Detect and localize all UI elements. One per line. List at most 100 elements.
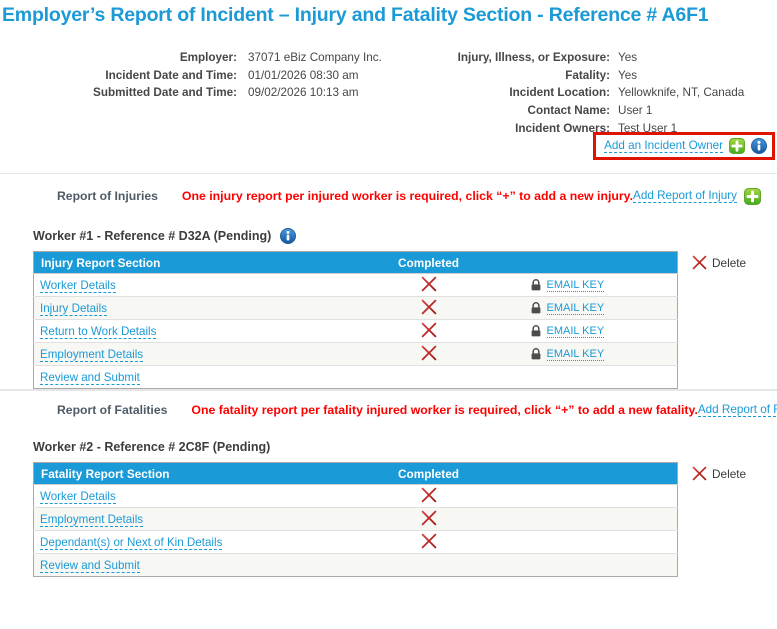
table-row: Worker Details bbox=[33, 484, 678, 508]
incident-datetime-label: Incident Date and Time: bbox=[105, 68, 237, 82]
not-completed-x-icon bbox=[420, 298, 437, 315]
fatality-employment-details-link[interactable]: Employment Details bbox=[40, 512, 144, 527]
not-completed-x-icon bbox=[420, 486, 437, 503]
table-row: Employment Details bbox=[33, 507, 678, 531]
fatalities-section-title: Report of Fatalities bbox=[57, 403, 168, 417]
worker-2-heading-text: Worker #2 - Reference # 2C8F (Pending) bbox=[33, 439, 271, 454]
injury-illness-value: Yes bbox=[618, 51, 638, 65]
table-row: Review and Submit bbox=[33, 365, 678, 389]
incident-summary: Employer: 37071 eBiz Company Inc. Incide… bbox=[0, 47, 777, 173]
injury-completed-column-header: Completed bbox=[333, 251, 524, 274]
fatality-label: Fatality: bbox=[565, 68, 610, 82]
fatality-completed-column-header: Completed bbox=[333, 462, 524, 485]
email-key-link[interactable]: EMAIL KEY bbox=[546, 347, 605, 361]
fatalities-section-header: Report of Fatalities One fatality report… bbox=[57, 400, 777, 420]
employment-details-link[interactable]: Employment Details bbox=[40, 347, 144, 362]
contact-name-label: Contact Name: bbox=[527, 104, 610, 118]
add-report-of-fatality-link[interactable]: Add Report of Fatality bbox=[697, 403, 777, 417]
email-key-link[interactable]: EMAIL KEY bbox=[546, 301, 605, 315]
add-incident-owner-highlight-box: Add an Incident Owner bbox=[593, 132, 775, 160]
injury-section-column-header: Injury Report Section bbox=[33, 251, 334, 274]
table-row: Worker Details EMAIL KEY bbox=[33, 273, 678, 297]
injury-extra-column-header bbox=[523, 251, 678, 274]
injury-illness-row: Injury, Illness, or Exposure: Yes bbox=[0, 49, 777, 67]
submitted-datetime-label: Submitted Date and Time: bbox=[93, 86, 237, 100]
fatality-table-block: Fatality Report Section Completed Worker… bbox=[33, 462, 777, 577]
delete-injury-label: Delete bbox=[712, 255, 747, 270]
incident-location-value: Yellowknife, NT, Canada bbox=[618, 86, 745, 100]
worker-details-link[interactable]: Worker Details bbox=[40, 278, 116, 293]
worker-1-heading: Worker #1 - Reference # D32A (Pending) bbox=[33, 227, 777, 244]
not-completed-x-icon bbox=[420, 321, 437, 338]
add-injury-plus-icon[interactable] bbox=[743, 187, 761, 205]
review-and-submit-link[interactable]: Review and Submit bbox=[40, 370, 140, 385]
lock-icon bbox=[531, 348, 540, 360]
page-title: Employer’s Report of Incident – Injury a… bbox=[2, 4, 709, 26]
table-row: Dependant(s) or Next of Kin Details bbox=[33, 530, 678, 554]
fatality-table-header-row: Fatality Report Section Completed bbox=[33, 462, 678, 485]
incident-datetime-value: 01/01/2026 08:30 am bbox=[248, 68, 359, 82]
employer-label: Employer: bbox=[179, 51, 237, 65]
email-key-link[interactable]: EMAIL KEY bbox=[546, 278, 605, 292]
add-report-of-injury-link[interactable]: Add Report of Injury bbox=[633, 189, 737, 203]
employer-row: Employer: 37071 eBiz Company Inc. bbox=[0, 49, 777, 67]
lock-icon bbox=[531, 325, 540, 337]
info-icon[interactable] bbox=[751, 138, 767, 154]
injuries-instruction-text: One injury report per injured worker is … bbox=[181, 189, 634, 203]
dependants-next-of-kin-link[interactable]: Dependant(s) or Next of Kin Details bbox=[40, 535, 223, 550]
contact-name-row: Contact Name: User 1 bbox=[0, 102, 777, 120]
injury-table-header-row: Injury Report Section Completed bbox=[33, 251, 678, 274]
summary-left-column: Employer: 37071 eBiz Company Inc. Incide… bbox=[0, 49, 777, 102]
delete-injury-report-button[interactable]: Delete bbox=[692, 255, 746, 270]
injuries-section-header: Report of Injuries One injury report per… bbox=[57, 186, 761, 206]
fatality-section-column-header: Fatality Report Section bbox=[33, 462, 334, 485]
injury-table-block: Injury Report Section Completed Worker D… bbox=[33, 251, 777, 389]
not-completed-x-icon bbox=[420, 344, 437, 361]
incident-owners-row: Incident Owners: Test User 1 bbox=[0, 119, 777, 137]
contact-name-value: User 1 bbox=[618, 104, 653, 118]
incident-owners-value: Test User 1 bbox=[618, 121, 678, 135]
add-incident-owner-link[interactable]: Add an Incident Owner bbox=[604, 139, 723, 153]
table-row: Employment Details EMAIL KEY bbox=[33, 342, 678, 366]
table-row: Injury Details EMAIL KEY bbox=[33, 296, 678, 320]
fatality-extra-column-header bbox=[523, 462, 678, 485]
injury-details-link[interactable]: Injury Details bbox=[40, 301, 108, 316]
add-plus-icon[interactable] bbox=[729, 138, 745, 154]
not-completed-x-icon bbox=[420, 275, 437, 292]
fatality-review-and-submit-link[interactable]: Review and Submit bbox=[40, 558, 140, 573]
not-completed-x-icon bbox=[420, 509, 437, 526]
fatality-worker-details-link[interactable]: Worker Details bbox=[40, 489, 116, 504]
fatalities-instruction-text: One fatality report per fatality injured… bbox=[191, 403, 698, 417]
injuries-bottom-divider bbox=[0, 389, 777, 390]
worker-1-info-icon[interactable] bbox=[280, 227, 297, 244]
delete-fatality-report-button[interactable]: Delete bbox=[692, 466, 746, 481]
incident-owners-label: Incident Owners: bbox=[515, 121, 610, 135]
injury-report-table: Injury Report Section Completed Worker D… bbox=[33, 251, 678, 389]
incident-location-label: Incident Location: bbox=[509, 86, 610, 100]
delete-x-icon bbox=[692, 255, 707, 270]
incident-location-row: Incident Location: Yellowknife, NT, Cana… bbox=[0, 84, 777, 102]
submitted-datetime-row: Submitted Date and Time: 09/02/2026 10:1… bbox=[0, 84, 777, 102]
fatality-value: Yes bbox=[618, 68, 638, 82]
injury-illness-label: Injury, Illness, or Exposure: bbox=[457, 51, 610, 65]
lock-icon bbox=[531, 279, 540, 291]
lock-icon bbox=[531, 302, 540, 314]
email-key-link[interactable]: EMAIL KEY bbox=[546, 324, 605, 338]
delete-x-icon bbox=[692, 466, 707, 481]
table-row: Review and Submit bbox=[33, 553, 678, 577]
submitted-datetime-value: 09/02/2026 10:13 am bbox=[248, 86, 359, 100]
injuries-section-title: Report of Injuries bbox=[57, 189, 158, 203]
not-completed-x-icon bbox=[420, 532, 437, 549]
worker-2-heading: Worker #2 - Reference # 2C8F (Pending) bbox=[33, 438, 777, 455]
worker-1-heading-text: Worker #1 - Reference # D32A (Pending) bbox=[33, 228, 272, 243]
employer-value: 37071 eBiz Company Inc. bbox=[248, 51, 382, 65]
fatality-report-table: Fatality Report Section Completed Worker… bbox=[33, 462, 678, 577]
add-report-of-fatality-control: Add Report of Fatality bbox=[697, 402, 777, 419]
return-to-work-details-link[interactable]: Return to Work Details bbox=[40, 324, 157, 339]
incident-datetime-row: Incident Date and Time: 01/01/2026 08:30… bbox=[0, 67, 777, 85]
fatalities-top-divider bbox=[0, 390, 777, 391]
delete-fatality-label: Delete bbox=[712, 466, 747, 481]
summary-right-column: Injury, Illness, or Exposure: Yes Fatali… bbox=[0, 49, 777, 137]
add-report-of-injury-control: Add Report of Injury bbox=[633, 187, 761, 205]
